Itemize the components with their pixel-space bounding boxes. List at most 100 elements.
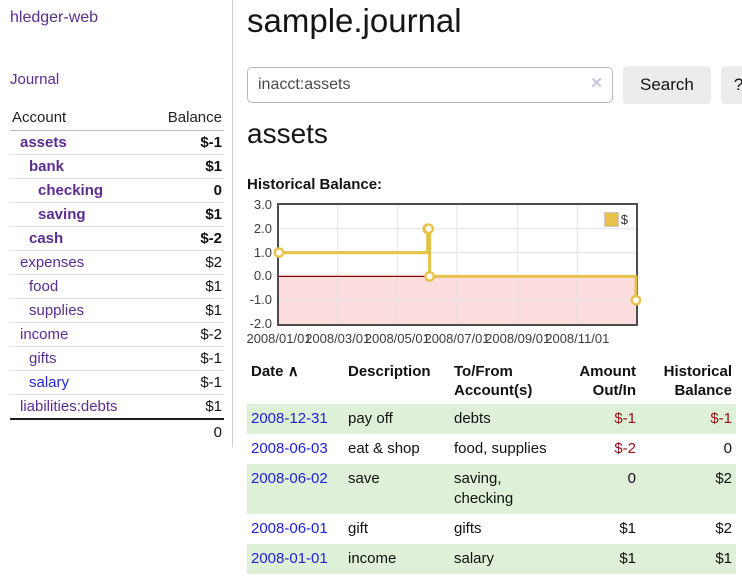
- account-row-income: income $-2: [10, 322, 224, 347]
- x-axis-tick-label: 2008/05/01: [364, 331, 430, 346]
- transaction-date-link[interactable]: 2008-06-01: [251, 520, 328, 537]
- account-balance: $1: [149, 274, 224, 299]
- search-box: ✕: [247, 67, 613, 103]
- accounts-table: Account Balance assets $-1 bank $1 check…: [10, 106, 224, 444]
- register-row: 2008-01-01 income salary $1 $1: [247, 544, 736, 574]
- transaction-description: save: [348, 470, 380, 487]
- transaction-date-link[interactable]: 2008-12-31: [251, 410, 328, 427]
- accounts-total-value: 0: [149, 418, 224, 444]
- account-link-salary[interactable]: salary: [29, 374, 70, 391]
- register-row: 2008-06-03 eat & shop food, supplies $-2…: [247, 434, 736, 464]
- account-balance: $-2: [149, 322, 224, 347]
- account-row-salary: salary $-1: [10, 370, 224, 395]
- header-description: Description: [348, 363, 431, 380]
- account-row-food: food $1: [10, 274, 224, 299]
- chart-legend: $: [603, 212, 628, 227]
- account-balance: $1: [149, 394, 224, 419]
- x-axis-tick-label: 2008/07/01: [424, 331, 490, 346]
- search-input[interactable]: [247, 67, 613, 103]
- search-bar: ✕ Search ?: [247, 66, 742, 104]
- x-axis-tick-label: 2008/11/01: [545, 331, 610, 346]
- transaction-date-link[interactable]: 2008-06-02: [251, 470, 328, 487]
- main-content: sample.journal ✕ Search ? assets Histori…: [234, 0, 742, 582]
- chart-title: Historical Balance:: [247, 176, 383, 193]
- transaction-amount: 0: [627, 470, 636, 487]
- transaction-balance: 0: [723, 440, 732, 457]
- accounts-total-row: 0: [10, 418, 224, 444]
- accounts-header-balance: Balance: [149, 106, 224, 131]
- account-row-expenses: expenses $2: [10, 250, 224, 275]
- legend-label: $: [620, 212, 628, 227]
- transaction-accounts: salary: [454, 550, 495, 567]
- accounts-table-header: Account Balance: [10, 106, 224, 131]
- account-link-assets[interactable]: assets: [20, 134, 67, 151]
- account-link-expenses[interactable]: expenses: [20, 254, 85, 271]
- y-axis-tick-label: 3.0: [253, 197, 272, 212]
- chart-plot: $: [273, 203, 642, 326]
- account-row-liabilities-debts: liabilities:debts $1: [10, 394, 224, 419]
- account-link-checking[interactable]: checking: [38, 182, 104, 199]
- register-row: 2008-12-31 pay off debts $-1 $-1: [247, 404, 736, 434]
- account-balance: $-1: [149, 370, 224, 395]
- transaction-balance: $2: [715, 470, 732, 487]
- account-row-gifts: gifts $-1: [10, 346, 224, 371]
- account-link-saving[interactable]: saving: [38, 206, 86, 223]
- help-button[interactable]: ?: [720, 66, 742, 104]
- account-link-supplies[interactable]: supplies: [29, 302, 85, 319]
- transaction-amount: $1: [619, 550, 636, 567]
- register-table: Date ∧ Description To/From Account(s) Am…: [247, 358, 736, 574]
- header-date[interactable]: Date ∧: [247, 358, 344, 404]
- chart-svg: [273, 205, 642, 324]
- legend-swatch-icon: [603, 212, 619, 227]
- register-header-row: Date ∧ Description To/From Account(s) Am…: [247, 358, 736, 404]
- account-link-income[interactable]: income: [20, 326, 69, 343]
- sidebar-item-journal[interactable]: Journal: [10, 71, 60, 88]
- transaction-balance: $2: [715, 520, 732, 537]
- account-balance: $1: [149, 202, 224, 227]
- transaction-description: eat & shop: [348, 440, 420, 457]
- account-link-cash[interactable]: cash: [29, 230, 64, 247]
- transaction-amount: $-2: [614, 440, 636, 457]
- account-link-liabilities-debts[interactable]: liabilities:debts: [20, 398, 118, 415]
- balance-chart: 3.0 2.0 1.0 0.0 -1.0 -2.0 $ 2008/01/01 2008/03…: [234, 198, 742, 353]
- transaction-description: pay off: [348, 410, 393, 427]
- x-axis-tick-label: 2008/03/01: [305, 331, 371, 346]
- account-balance: $-1: [200, 134, 222, 151]
- sort-ascending-icon: ∧: [287, 363, 299, 380]
- account-link-food[interactable]: food: [29, 278, 59, 295]
- header-tofrom: To/From Account(s): [454, 363, 533, 399]
- account-link-bank[interactable]: bank: [29, 158, 65, 175]
- y-axis-tick-label: 0.0: [253, 268, 272, 284]
- header-date-label: Date: [251, 363, 284, 380]
- y-axis-tick-label: -1.0: [249, 292, 272, 308]
- page-title: sample.journal: [247, 2, 462, 39]
- transaction-amount: $-1: [614, 410, 636, 427]
- account-balance: $1: [149, 298, 224, 323]
- x-axis-tick-label: 2008/01/01: [246, 331, 312, 346]
- transaction-accounts: gifts: [454, 520, 482, 537]
- clear-search-icon[interactable]: ✕: [590, 75, 603, 92]
- chart-y-axis: 3.0 2.0 1.0 0.0 -1.0 -2.0: [234, 198, 272, 331]
- accounts-header-account: Account: [10, 106, 150, 131]
- account-heading: assets: [247, 118, 328, 149]
- transaction-accounts: saving, checking: [454, 470, 514, 507]
- transaction-amount: $1: [619, 520, 636, 537]
- account-balance: $2: [149, 250, 224, 275]
- account-link-gifts[interactable]: gifts: [29, 350, 57, 367]
- app-title[interactable]: hledger-web: [10, 9, 99, 26]
- header-amount: Amount Out/In: [579, 363, 636, 399]
- account-row-cash: cash $-2: [10, 226, 224, 251]
- y-axis-tick-label: 2.0: [253, 220, 272, 236]
- transaction-accounts: food, supplies: [454, 440, 547, 457]
- transaction-description: gift: [348, 520, 369, 537]
- chart-x-axis: 2008/01/01 2008/03/01 2008/05/01 2008/07/01…: [246, 331, 636, 347]
- transaction-balance: $-1: [710, 410, 732, 427]
- account-row-supplies: supplies $1: [10, 298, 224, 323]
- search-button[interactable]: Search: [623, 66, 711, 104]
- transaction-date-link[interactable]: 2008-06-03: [251, 440, 328, 457]
- transaction-date-link[interactable]: 2008-01-01: [251, 550, 328, 567]
- x-axis-tick-label: 2008/09/01: [485, 331, 551, 346]
- account-row-checking: checking 0: [10, 178, 224, 203]
- account-balance: $-1: [149, 346, 224, 371]
- transaction-accounts: debts: [454, 410, 491, 427]
